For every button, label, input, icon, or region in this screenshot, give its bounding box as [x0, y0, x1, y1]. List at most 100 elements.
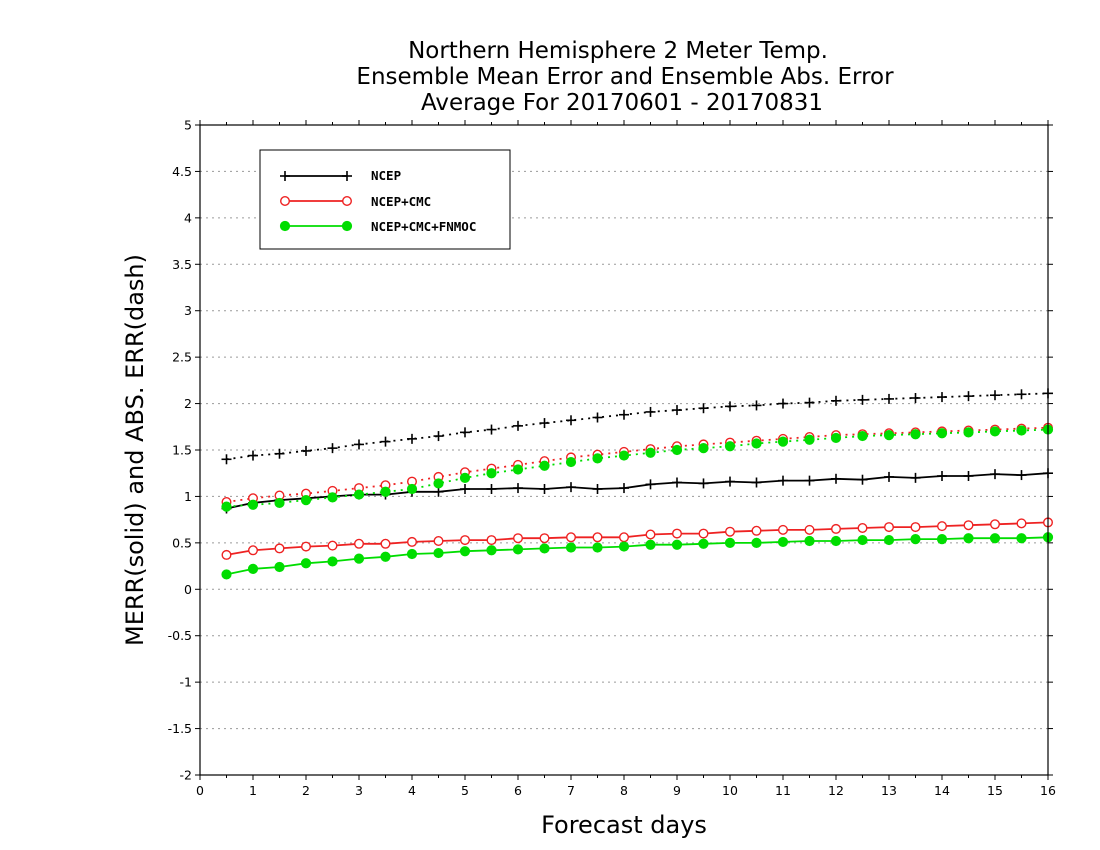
data-point-ncep-solid: [937, 471, 947, 481]
data-point-ncep-cmc-fnmoc-dash: [883, 430, 895, 441]
data-point-ncep-cmc-fnmoc-solid: [274, 561, 285, 573]
y-tick-label: 2: [184, 396, 192, 411]
data-point-ncep-cmc-solid: [460, 535, 471, 546]
data-point-ncep-dash: [380, 436, 391, 447]
x-tick-label: 11: [775, 783, 791, 798]
series-ncep-cmc-fnmoc: [221, 424, 1054, 580]
data-point-ncep-solid: [645, 479, 656, 490]
legend-marker-left-ncep: [280, 171, 290, 181]
data-point-ncep-cmc-fnmoc-solid: [910, 534, 921, 545]
data-point-ncep-cmc-fnmoc-solid: [936, 534, 948, 545]
x-tick-label: 16: [1040, 783, 1056, 798]
y-tick-label: 0: [184, 582, 192, 597]
data-point-ncep-dash: [433, 431, 444, 442]
legend-box: [259, 149, 511, 250]
x-tick-label: 4: [408, 783, 416, 798]
y-tick-label: 1: [184, 489, 192, 504]
data-point-ncep-cmc-solid: [221, 549, 232, 560]
legend-marker-right-ncep-cmc-fnmoc: [341, 220, 353, 232]
data-point-ncep-cmc-fnmoc-dash: [910, 429, 921, 440]
x-axis-title: Forecast days: [541, 811, 707, 839]
data-point-ncep-dash: [1016, 389, 1027, 400]
axis-layer: -2-1.5-1-0.500.511.522.533.544.550 1 2 3 4 5 6…: [168, 118, 1056, 799]
data-point-ncep-cmc-solid: [884, 522, 895, 533]
data-point-ncep-dash: [221, 454, 232, 465]
y-tick-label: 3.5: [172, 257, 192, 272]
data-point-ncep-cmc-fnmoc-solid: [883, 534, 895, 546]
legend-marker-right-ncep: [342, 171, 352, 181]
y-tick-label: -1.5: [168, 721, 192, 736]
data-point-ncep-cmc-fnmoc-solid: [830, 535, 842, 547]
x-tick-label: 15: [987, 783, 1003, 798]
data-point-ncep-cmc-fnmoc-dash: [804, 434, 815, 445]
y-tick-label: 1.5: [172, 443, 192, 458]
data-point-ncep-cmc-fnmoc-dash: [300, 495, 312, 506]
data-point-ncep-dash: [831, 395, 841, 406]
x-tick-label: 1: [249, 783, 257, 798]
data-point-ncep-cmc-solid: [804, 524, 815, 535]
data-point-ncep-cmc-solid: [380, 538, 391, 549]
x-tick-label: 0: [196, 783, 204, 798]
data-point-ncep-cmc-fnmoc-dash: [777, 436, 789, 447]
data-point-ncep-cmc-fnmoc-dash: [539, 460, 550, 471]
data-point-ncep-cmc-fnmoc-solid: [751, 537, 762, 548]
data-point-ncep-dash: [725, 401, 735, 412]
data-point-ncep-cmc-fnmoc-dash: [724, 441, 736, 452]
y-tick-label: -2: [180, 768, 192, 783]
data-point-ncep-cmc-fnmoc-dash: [353, 489, 365, 500]
data-point-ncep-cmc-fnmoc-solid: [380, 551, 391, 562]
data-point-ncep-dash: [804, 397, 815, 408]
data-point-ncep-cmc-fnmoc-dash: [274, 497, 285, 509]
data-point-ncep-dash: [698, 403, 709, 414]
data-point-ncep-cmc-fnmoc-dash: [963, 427, 974, 438]
data-point-ncep-solid: [884, 471, 894, 482]
data-point-ncep-cmc-fnmoc-dash: [406, 483, 418, 495]
data-point-ncep-solid: [831, 473, 841, 484]
series-line-ncep-cmc-dash: [226, 426, 1049, 503]
data-point-ncep-cmc-solid: [513, 533, 524, 544]
data-point-ncep-solid: [619, 483, 629, 494]
data-point-ncep-cmc-solid: [725, 526, 736, 537]
data-point-ncep-cmc-fnmoc-solid: [671, 539, 683, 550]
x-tick-label: 3: [355, 783, 363, 798]
series-ncep-cmc: [221, 422, 1053, 560]
data-point-ncep-dash: [592, 412, 603, 423]
data-point-ncep-cmc-fnmoc-solid: [300, 558, 312, 569]
data-point-ncep-solid: [804, 475, 815, 486]
data-point-ncep-cmc-solid: [910, 522, 921, 533]
data-point-ncep-cmc-fnmoc-dash: [459, 472, 471, 483]
data-point-ncep-cmc-fnmoc-dash: [751, 438, 762, 449]
x-tick-label: 10: [722, 783, 738, 798]
data-point-ncep-dash: [301, 445, 311, 456]
legend-label-ncep-cmc-fnmoc: NCEP+CMC+FNMOC: [371, 219, 476, 234]
data-point-ncep-cmc-solid: [354, 538, 365, 549]
x-tick-label: 8: [620, 783, 628, 798]
data-point-ncep-solid: [1016, 470, 1027, 481]
data-point-ncep-cmc-fnmoc-dash: [592, 453, 603, 464]
data-point-ncep-cmc-fnmoc-dash: [433, 478, 444, 489]
y-tick-label: 4.5: [172, 164, 192, 179]
data-point-ncep-cmc-fnmoc-dash: [857, 430, 868, 442]
data-point-ncep-cmc-fnmoc-solid: [777, 536, 789, 548]
x-tick-label: 2: [302, 783, 310, 798]
data-point-ncep-cmc-solid: [1016, 518, 1027, 529]
chart-title-line-2: Ensemble Mean Error and Ensemble Abs. Er…: [356, 64, 894, 90]
data-point-ncep-cmc-solid: [672, 528, 683, 539]
data-point-ncep-cmc-fnmoc-solid: [698, 538, 709, 549]
data-point-ncep-solid: [513, 483, 523, 494]
data-point-ncep-solid: [566, 482, 576, 493]
data-point-ncep-cmc-fnmoc-solid: [645, 539, 656, 550]
data-point-ncep-dash: [884, 393, 894, 404]
chart-title-line-1: Northern Hemisphere 2 Meter Temp.: [408, 38, 828, 64]
data-point-ncep-cmc-solid: [698, 528, 709, 539]
data-point-ncep-cmc-fnmoc-dash: [1016, 425, 1027, 436]
data-point-ncep-solid: [778, 475, 788, 486]
legend-marker-left-ncep-cmc: [280, 195, 291, 206]
data-point-ncep-cmc-solid: [963, 520, 974, 531]
data-point-ncep-cmc-fnmoc-solid: [486, 545, 497, 556]
data-point-ncep-dash: [990, 390, 1000, 401]
data-point-ncep-cmc-fnmoc-solid: [592, 542, 603, 553]
data-point-ncep-dash: [857, 394, 868, 405]
